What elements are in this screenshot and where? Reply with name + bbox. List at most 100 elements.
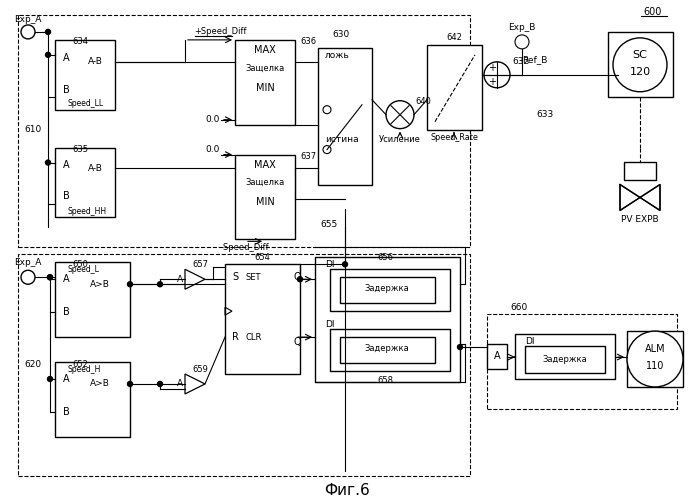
Circle shape — [127, 282, 133, 286]
Text: Speed_Rate: Speed_Rate — [430, 133, 478, 142]
Text: Усиление: Усиление — [379, 135, 421, 144]
Text: 654: 654 — [254, 253, 270, 262]
Text: 640: 640 — [415, 97, 431, 106]
Text: SC: SC — [632, 50, 648, 60]
Bar — [340, 337, 435, 363]
Circle shape — [158, 282, 163, 286]
Text: ложь: ложь — [325, 52, 350, 60]
Text: A: A — [493, 351, 500, 361]
Circle shape — [297, 277, 302, 281]
Circle shape — [45, 52, 51, 58]
Text: 650: 650 — [72, 260, 88, 269]
Text: Speed_LL: Speed_LL — [67, 99, 103, 108]
Text: ALM: ALM — [645, 344, 665, 354]
Circle shape — [323, 106, 331, 114]
Bar — [18, 254, 470, 476]
Bar — [235, 154, 295, 240]
Text: DI: DI — [525, 336, 534, 345]
Circle shape — [484, 62, 510, 88]
Text: 0.0: 0.0 — [206, 115, 220, 124]
Text: A: A — [177, 380, 183, 388]
Text: 600: 600 — [644, 7, 662, 17]
Text: S: S — [232, 272, 238, 282]
Bar — [225, 264, 300, 374]
Text: 658: 658 — [377, 376, 393, 386]
Text: Speed_HH: Speed_HH — [67, 207, 106, 216]
Text: A>B: A>B — [90, 280, 110, 288]
Text: 633: 633 — [537, 110, 554, 119]
Text: Q̄: Q̄ — [293, 337, 301, 347]
Text: A: A — [63, 160, 70, 170]
Circle shape — [21, 270, 35, 284]
Circle shape — [47, 275, 53, 280]
Text: 656: 656 — [377, 253, 393, 262]
Text: 0.0: 0.0 — [206, 145, 220, 154]
Bar — [487, 344, 507, 369]
Text: Speed_H: Speed_H — [67, 364, 100, 374]
Circle shape — [613, 38, 667, 92]
Text: A: A — [177, 274, 183, 283]
Circle shape — [343, 262, 348, 267]
Bar — [624, 162, 656, 180]
Polygon shape — [185, 270, 205, 289]
Text: R: R — [232, 332, 239, 342]
Text: DI: DI — [325, 320, 334, 328]
Bar — [318, 48, 372, 184]
Text: 655: 655 — [320, 220, 337, 229]
Text: Защелка: Защелка — [245, 64, 285, 72]
Circle shape — [45, 160, 51, 165]
Bar — [330, 329, 450, 371]
Text: A-B: A-B — [88, 58, 102, 66]
Text: B: B — [63, 407, 70, 417]
Circle shape — [21, 25, 35, 39]
Text: Задержка: Задержка — [365, 284, 409, 292]
Bar — [55, 148, 115, 218]
Text: 610: 610 — [24, 125, 41, 134]
Circle shape — [158, 382, 163, 386]
Bar — [608, 32, 673, 96]
Text: 657: 657 — [192, 260, 208, 269]
Text: MAX: MAX — [254, 160, 276, 170]
Text: DI: DI — [325, 260, 334, 269]
Bar — [525, 346, 605, 373]
Text: Exp_B: Exp_B — [508, 24, 536, 32]
Text: Защелка: Защелка — [245, 178, 285, 187]
Text: Exp_A: Exp_A — [15, 258, 42, 267]
Bar — [315, 258, 460, 382]
Text: SET: SET — [245, 273, 261, 282]
Text: B: B — [63, 192, 70, 202]
Text: 632: 632 — [512, 58, 529, 66]
Circle shape — [457, 344, 462, 350]
Text: 110: 110 — [646, 361, 664, 371]
Text: 642: 642 — [446, 34, 462, 42]
Text: 634: 634 — [72, 38, 88, 46]
Bar — [55, 40, 115, 110]
Text: Задержка: Задержка — [365, 344, 409, 352]
Text: Exp_A: Exp_A — [15, 16, 42, 24]
Text: PV EXPB: PV EXPB — [621, 215, 659, 224]
Text: A-B: A-B — [88, 164, 102, 173]
Circle shape — [127, 382, 133, 386]
Text: 635: 635 — [72, 145, 88, 154]
Text: 637: 637 — [300, 152, 316, 161]
Text: +: + — [488, 77, 496, 87]
Bar — [627, 331, 683, 387]
Bar — [340, 278, 435, 303]
Text: MAX: MAX — [254, 45, 276, 55]
Text: 630: 630 — [332, 30, 350, 40]
Text: A: A — [63, 274, 70, 284]
Bar — [515, 334, 615, 379]
Circle shape — [515, 35, 529, 49]
Text: B: B — [63, 85, 70, 95]
Text: 659: 659 — [192, 364, 208, 374]
Bar — [427, 45, 482, 130]
Text: A: A — [63, 53, 70, 63]
Text: 120: 120 — [630, 67, 651, 77]
Text: Speed_L: Speed_L — [67, 265, 99, 274]
Text: MIN: MIN — [256, 198, 275, 207]
Text: MIN: MIN — [256, 83, 275, 93]
Text: 636: 636 — [300, 38, 316, 46]
Text: +: + — [488, 63, 496, 73]
Text: Задержка: Задержка — [543, 354, 587, 364]
Polygon shape — [185, 374, 205, 394]
